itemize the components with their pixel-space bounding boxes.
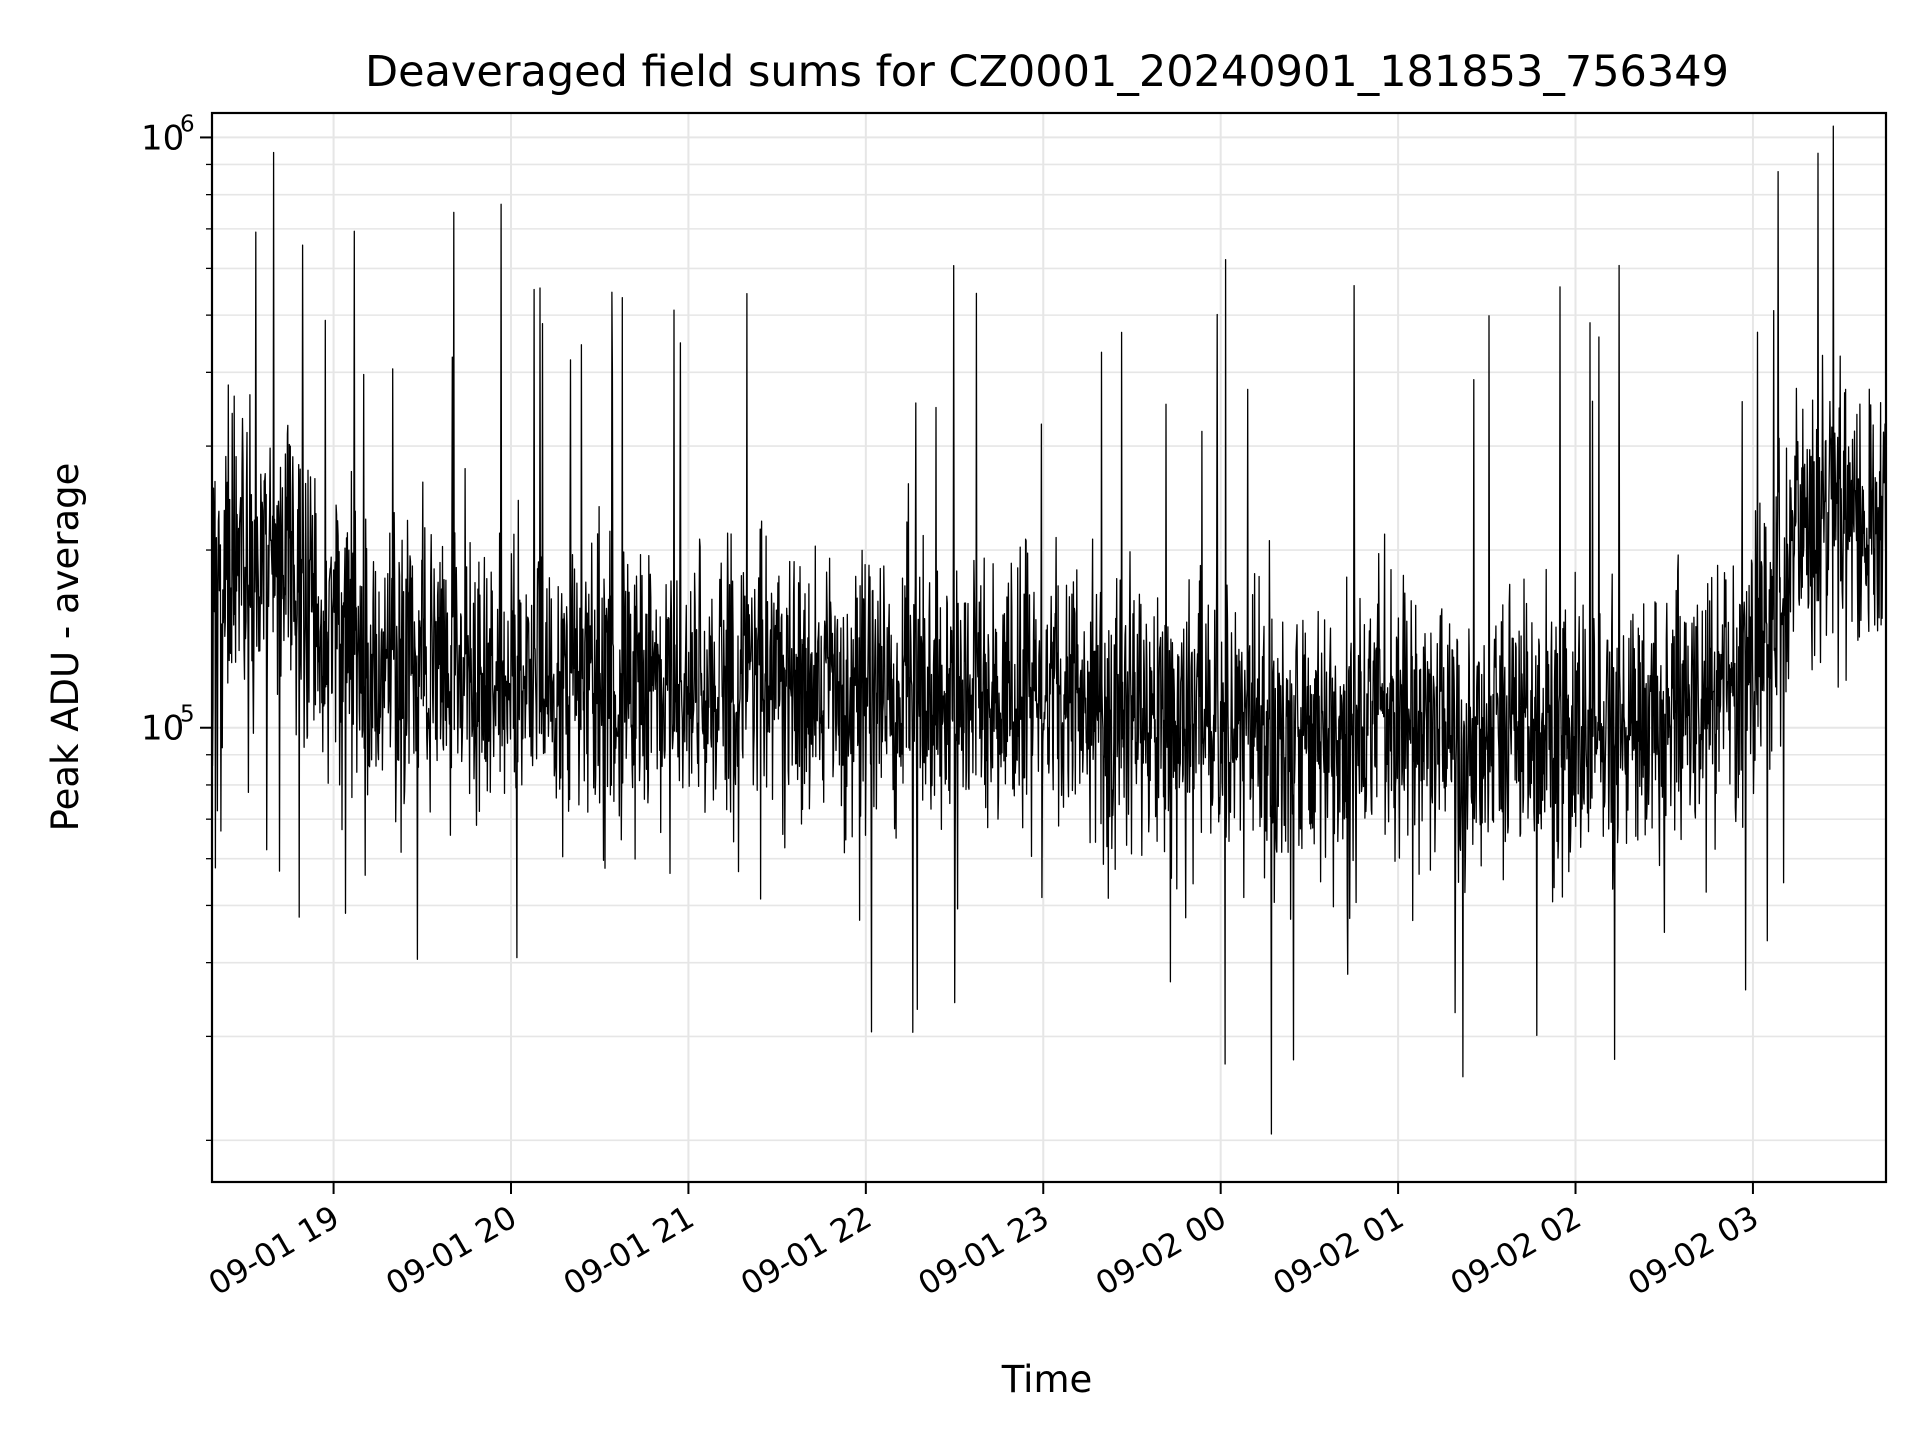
series-line (211, 125, 1887, 1135)
y-tick-label: 10 (141, 118, 184, 158)
x-axis-label: Time (1001, 1358, 1093, 1401)
chart-title: Deaveraged field sums for CZ0001_2024090… (365, 47, 1729, 97)
y-tick-exponent: 6 (180, 111, 195, 137)
grid (212, 113, 1886, 1182)
y-tick-exponent: 5 (180, 702, 195, 728)
plot-frame (210, 111, 1888, 1184)
data-series (211, 125, 1887, 1135)
y-tick-label: 10 (141, 709, 184, 749)
y-axis-label: Peak ADU - average (44, 463, 87, 832)
